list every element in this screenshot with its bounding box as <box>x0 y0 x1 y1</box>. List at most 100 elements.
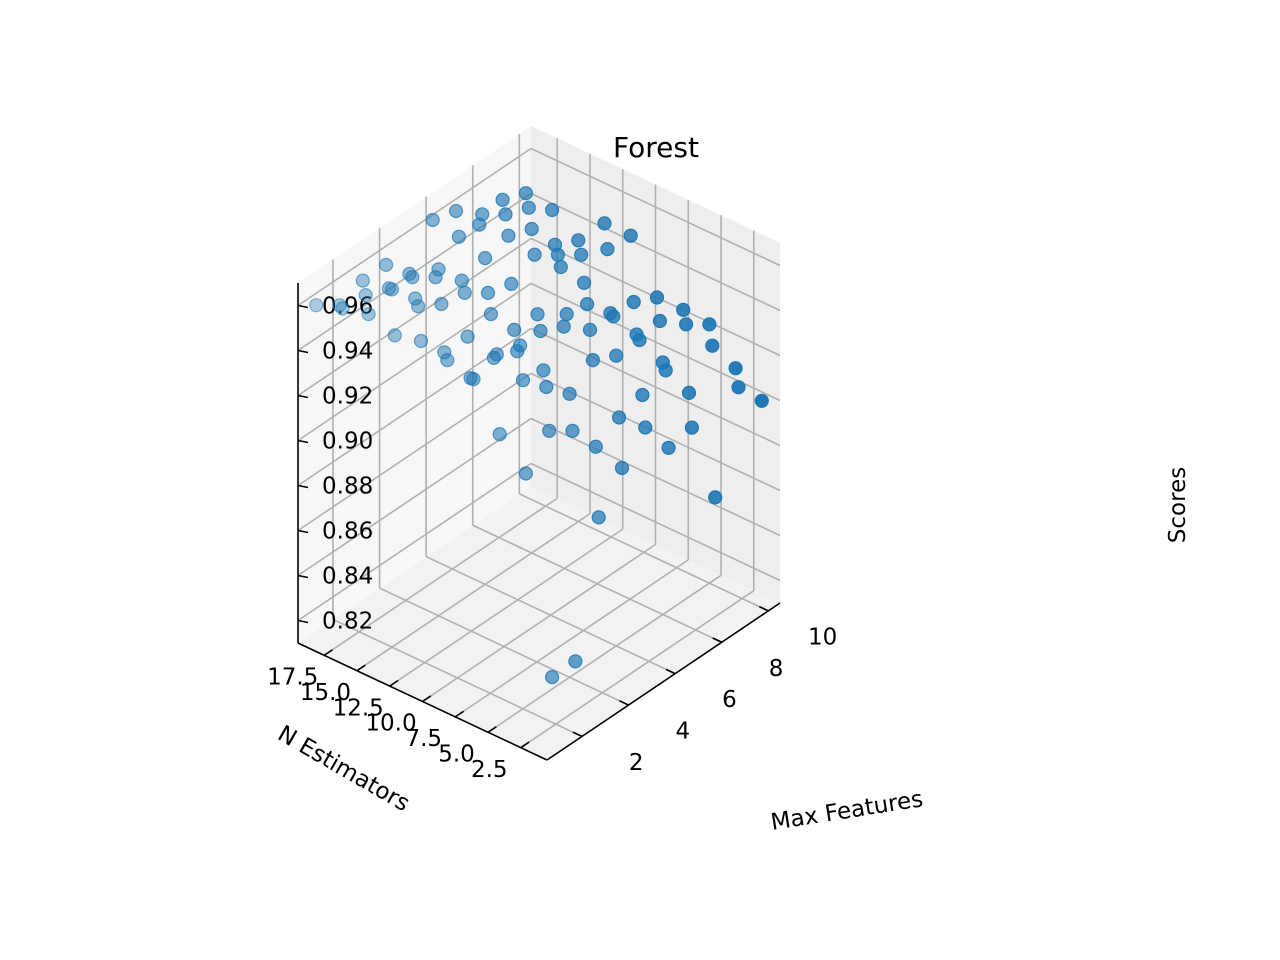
scatter-point <box>428 270 443 285</box>
z-tick-mark <box>297 349 309 354</box>
x-tick-mark <box>665 668 676 675</box>
scatter-point <box>539 379 554 395</box>
scatter-point <box>501 228 516 243</box>
y-tick-mark <box>520 741 530 749</box>
scatter-point <box>603 306 618 321</box>
gridline-y-floor <box>454 559 689 718</box>
scatter-point <box>402 266 417 281</box>
scatter-point <box>504 276 519 291</box>
scatter-point <box>728 361 743 376</box>
tick-marks <box>297 304 769 749</box>
scatter-point <box>565 423 580 438</box>
scatter-point <box>559 307 574 322</box>
y-axis-label: Max Features <box>769 786 925 836</box>
gridline-z-left-wall <box>297 462 532 622</box>
z-tick-label: 0.82 <box>322 609 373 635</box>
y-tick-mark <box>323 649 333 656</box>
scatter-point <box>460 329 475 344</box>
scatter-point <box>507 322 522 337</box>
x-tick-label: 10 <box>808 624 837 650</box>
y-tick-mark <box>389 679 399 687</box>
y-tick-label: 10.0 <box>365 711 416 737</box>
scatter-point <box>379 257 394 272</box>
scatter-point <box>556 319 571 334</box>
scatter-point <box>381 281 397 296</box>
scatter-point <box>536 363 551 378</box>
scatter-point <box>451 229 466 244</box>
z-axis-label: Scores <box>1165 467 1191 543</box>
scatter-point <box>609 348 624 363</box>
scatter-point <box>530 307 545 322</box>
gridline-z-left-wall <box>297 237 532 397</box>
x-tick-mark <box>619 700 629 706</box>
scatter-point <box>623 228 638 243</box>
scatter-point <box>582 322 598 337</box>
scatter-point <box>408 291 423 306</box>
gridline-z-right-wall <box>530 147 781 267</box>
scatter-point <box>614 460 630 476</box>
z-tick-label: 0.86 <box>322 519 373 545</box>
y-tick-mark <box>454 710 465 718</box>
scatter-point <box>638 420 653 435</box>
scatter-point <box>457 285 472 300</box>
scatter-point <box>332 298 347 313</box>
scatter-point <box>524 221 539 237</box>
x-tick-label: 4 <box>676 719 691 745</box>
scatter-point <box>579 297 595 312</box>
scatter-point <box>309 298 324 313</box>
z-tick-mark <box>297 394 309 399</box>
scatter-point <box>754 393 769 408</box>
scatter-point <box>495 192 510 207</box>
z-tick-mark <box>297 619 309 624</box>
scatter-point <box>544 669 560 685</box>
scatter-point <box>661 440 676 455</box>
scatter-point <box>413 333 429 349</box>
scatter-point <box>571 233 586 248</box>
scatter-point <box>629 327 644 342</box>
scatter-point <box>705 338 720 353</box>
scatter-point <box>652 313 668 329</box>
z-tick-label: 0.90 <box>322 429 373 455</box>
scatter-point <box>472 217 487 232</box>
x-tick-mark <box>758 605 769 612</box>
y-tick-mark <box>356 664 366 672</box>
y-tick-label: 15.0 <box>300 680 351 706</box>
gridline-y-floor <box>520 590 755 749</box>
scatter-point <box>483 307 498 322</box>
scatter-point <box>588 439 603 454</box>
scatter-point <box>480 285 496 300</box>
scatter-point <box>585 353 601 368</box>
scatter-point <box>437 345 452 360</box>
scatter-point <box>498 207 513 222</box>
scatter-point <box>518 466 534 481</box>
chart-title: Forest <box>613 131 699 164</box>
scatter-point <box>649 290 665 305</box>
scatter-point <box>463 371 478 386</box>
scatter-points <box>309 186 769 685</box>
scatter-point <box>562 386 577 401</box>
scatter-point <box>527 247 542 262</box>
scatter-point <box>510 344 525 359</box>
scatter-point <box>626 294 641 310</box>
x-tick-mark <box>572 731 583 738</box>
gridline-z-right-wall <box>530 462 781 582</box>
x-tick-mark <box>712 637 723 643</box>
y-tick-label: 2.5 <box>471 757 508 783</box>
scatter-point <box>553 259 568 275</box>
scatter-point <box>533 323 548 339</box>
scatter-point <box>597 216 612 231</box>
scatter-point <box>448 203 464 219</box>
z-tick-label: 0.94 <box>322 339 373 365</box>
gridline-z-left-wall <box>297 417 532 577</box>
gridline-y-floor <box>389 528 624 687</box>
scatter-point <box>425 212 440 228</box>
scatter-point <box>611 410 627 425</box>
gridlines <box>297 133 781 749</box>
scatter-point <box>702 317 717 332</box>
scatter-point <box>574 247 589 262</box>
gridline-z-right-wall <box>530 192 781 312</box>
scatter-point <box>635 387 650 403</box>
gridline-y-floor <box>356 513 591 672</box>
scatter-point <box>521 200 536 215</box>
